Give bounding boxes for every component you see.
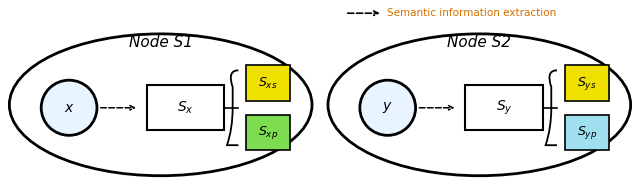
- Circle shape: [41, 80, 97, 135]
- Text: $S_x$: $S_x$: [177, 100, 194, 116]
- FancyBboxPatch shape: [465, 85, 543, 130]
- FancyBboxPatch shape: [246, 65, 290, 101]
- Text: Node S1: Node S1: [129, 35, 193, 50]
- FancyBboxPatch shape: [147, 85, 225, 130]
- FancyBboxPatch shape: [246, 115, 290, 150]
- FancyBboxPatch shape: [565, 115, 609, 150]
- Text: $S_{yp}$: $S_{yp}$: [577, 124, 597, 141]
- Text: $y$: $y$: [382, 100, 393, 115]
- Circle shape: [360, 80, 415, 135]
- Text: $S_y$: $S_y$: [496, 99, 513, 117]
- Text: $S_{xs}$: $S_{xs}$: [259, 76, 278, 91]
- Text: Semantic information extraction: Semantic information extraction: [387, 8, 556, 18]
- Text: $S_{ys}$: $S_{ys}$: [577, 75, 596, 92]
- Text: Node S2: Node S2: [447, 35, 511, 50]
- Text: $S_{xp}$: $S_{xp}$: [258, 124, 278, 141]
- Text: $x$: $x$: [64, 101, 74, 115]
- FancyBboxPatch shape: [565, 65, 609, 101]
